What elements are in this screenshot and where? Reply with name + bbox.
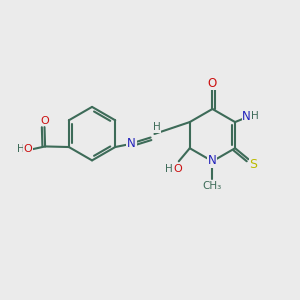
Text: H: H	[165, 164, 173, 174]
Text: H: H	[251, 111, 259, 121]
Text: N: N	[242, 110, 251, 123]
Text: O: O	[173, 164, 182, 174]
Text: O: O	[208, 76, 217, 90]
Text: H: H	[17, 144, 25, 154]
Text: O: O	[24, 144, 32, 154]
Text: N: N	[127, 137, 136, 150]
Text: S: S	[250, 158, 257, 171]
Text: O: O	[40, 116, 49, 126]
Text: H: H	[153, 122, 160, 132]
Text: CH₃: CH₃	[203, 181, 222, 191]
Text: N: N	[208, 154, 217, 167]
